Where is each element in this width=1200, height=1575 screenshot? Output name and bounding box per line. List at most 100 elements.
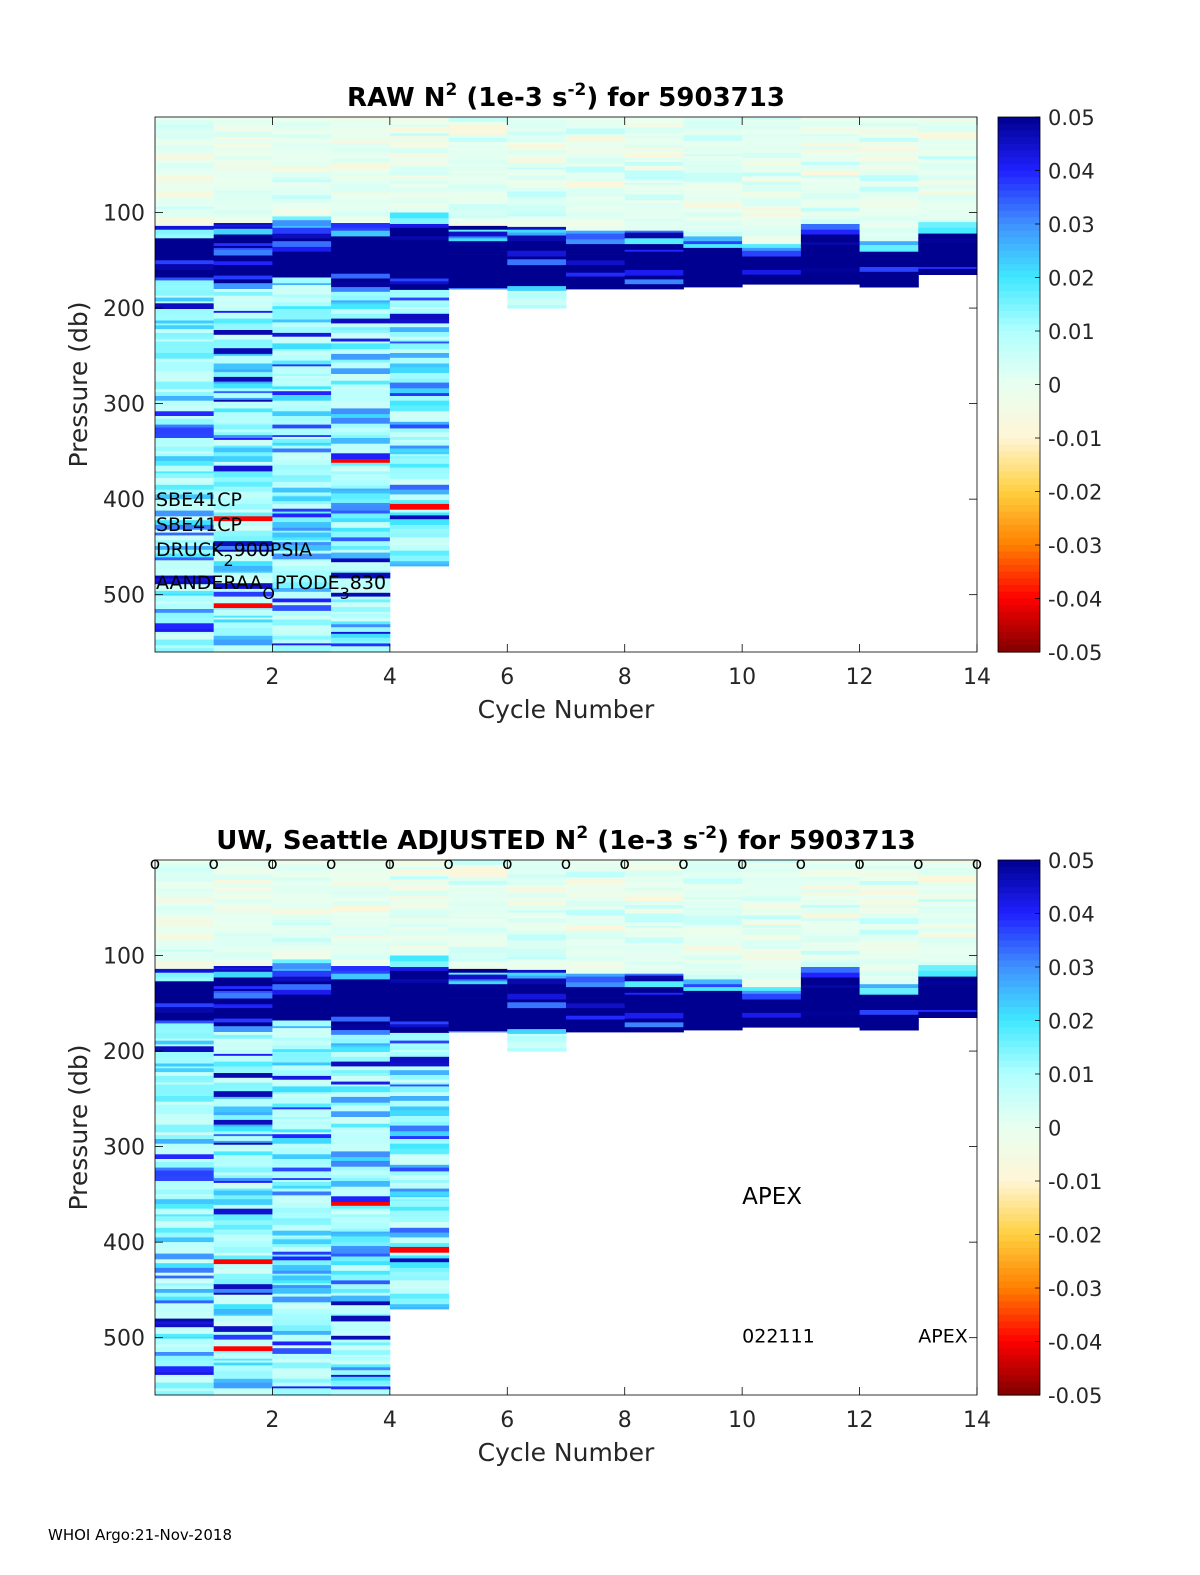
heatmap-cell (742, 274, 802, 280)
heatmap-cell (331, 1295, 391, 1302)
heatmap-cell (566, 128, 626, 135)
heatmap-cell (389, 353, 450, 359)
heatmap-cell (155, 1224, 215, 1229)
heatmap-cell (624, 235, 684, 239)
heatmap-cell (859, 941, 919, 947)
heatmap-cell (331, 922, 391, 928)
heatmap-cell (213, 1360, 273, 1363)
heatmap-cell (213, 610, 273, 617)
heatmap-cell (272, 928, 332, 933)
heatmap-cell (389, 1216, 450, 1223)
heatmap-cell (155, 438, 215, 445)
heatmap-cell (213, 246, 273, 249)
heatmap-cell (213, 243, 273, 247)
heatmap-cell (389, 149, 450, 154)
heatmap-cell (272, 177, 332, 181)
colorbar-segment (998, 1261, 1040, 1269)
heatmap-cell (331, 353, 391, 360)
heatmap-cell (213, 345, 273, 349)
heatmap-cell (389, 1070, 450, 1076)
heatmap-cell (331, 380, 391, 385)
heatmap-cell (331, 269, 391, 275)
heatmap-cell (331, 877, 391, 883)
heatmap-cell (683, 959, 743, 965)
heatmap-cell (389, 131, 450, 134)
heatmap-cell (389, 400, 450, 406)
colorbar-segment (998, 130, 1040, 138)
heatmap-cell (448, 1003, 508, 1009)
heatmap-cell (155, 1068, 215, 1073)
heatmap-cell (213, 1162, 273, 1167)
heatmap-cell (272, 596, 332, 599)
heatmap-cell (272, 1062, 332, 1066)
heatmap-cell (800, 869, 861, 876)
heatmap-cell (272, 1304, 332, 1310)
heatmap-cell (507, 232, 567, 236)
heatmap-cell (448, 141, 508, 146)
heatmap-cell (213, 1131, 273, 1135)
colorbar-segment (998, 980, 1040, 988)
heatmap-cell (566, 862, 626, 867)
heatmap-cell (331, 1160, 391, 1167)
heatmap-cell (272, 246, 332, 253)
heatmap-cell (155, 553, 215, 558)
heatmap-cell (155, 529, 215, 533)
heatmap-cell (918, 252, 978, 258)
heatmap-cell (389, 1188, 450, 1192)
heatmap-cell (624, 922, 684, 925)
heatmap-cell (155, 275, 215, 278)
heatmap-cell (213, 381, 273, 384)
heatmap-cell (624, 890, 684, 893)
colorbar-segment (998, 1234, 1040, 1242)
heatmap-cell (213, 1220, 273, 1226)
heatmap-cell (272, 1159, 332, 1165)
heatmap-cell (389, 996, 450, 1000)
heatmap-cell (918, 156, 978, 160)
heatmap-cell (272, 1117, 332, 1120)
heatmap-cell (566, 202, 626, 207)
heatmap-cell (742, 162, 802, 167)
heatmap-cell (566, 936, 626, 940)
heatmap-cell (272, 391, 332, 396)
heatmap-cell (213, 1158, 273, 1164)
heatmap-cell (272, 460, 332, 466)
heatmap-cell (624, 987, 684, 994)
heatmap-cell (155, 1227, 215, 1233)
heatmap-cell (331, 1321, 391, 1327)
heatmap-cell (272, 1070, 332, 1077)
qc-marker: o (913, 854, 923, 874)
heatmap-cell (683, 221, 743, 227)
heatmap-cell (213, 143, 273, 149)
heatmap-cell (272, 477, 332, 481)
plot-frame (154, 859, 978, 1396)
heatmap-cell (507, 895, 567, 898)
heatmap-cell (389, 246, 450, 249)
colorbar-segment (998, 1060, 1040, 1068)
heatmap-cell (683, 1013, 743, 1018)
heatmap-cell (859, 939, 919, 942)
heatmap-cell (742, 117, 802, 121)
heatmap-cell (213, 1195, 273, 1200)
heatmap-cell (389, 224, 450, 229)
heatmap-cell (213, 228, 273, 235)
heatmap-cell (389, 1092, 450, 1097)
heatmap-cell (742, 260, 802, 263)
heatmap-cell (272, 637, 332, 640)
heatmap-cell (683, 261, 743, 268)
heatmap-cell (155, 590, 215, 595)
heatmap-cell (918, 117, 978, 120)
heatmap-cell (507, 934, 567, 941)
heatmap-cell (272, 1094, 332, 1099)
heatmap-cell (389, 1288, 450, 1291)
heatmap-cell (859, 899, 919, 906)
heatmap-cell (624, 1012, 684, 1019)
heatmap-cell (272, 898, 332, 905)
heatmap-cell (566, 280, 626, 284)
heatmap-cell (566, 976, 626, 983)
colorbar-segment (998, 257, 1040, 265)
heatmap-cell (213, 1140, 273, 1144)
heatmap-cell (448, 923, 508, 929)
heatmap-cell (272, 505, 332, 510)
heatmap-cell (507, 169, 567, 173)
